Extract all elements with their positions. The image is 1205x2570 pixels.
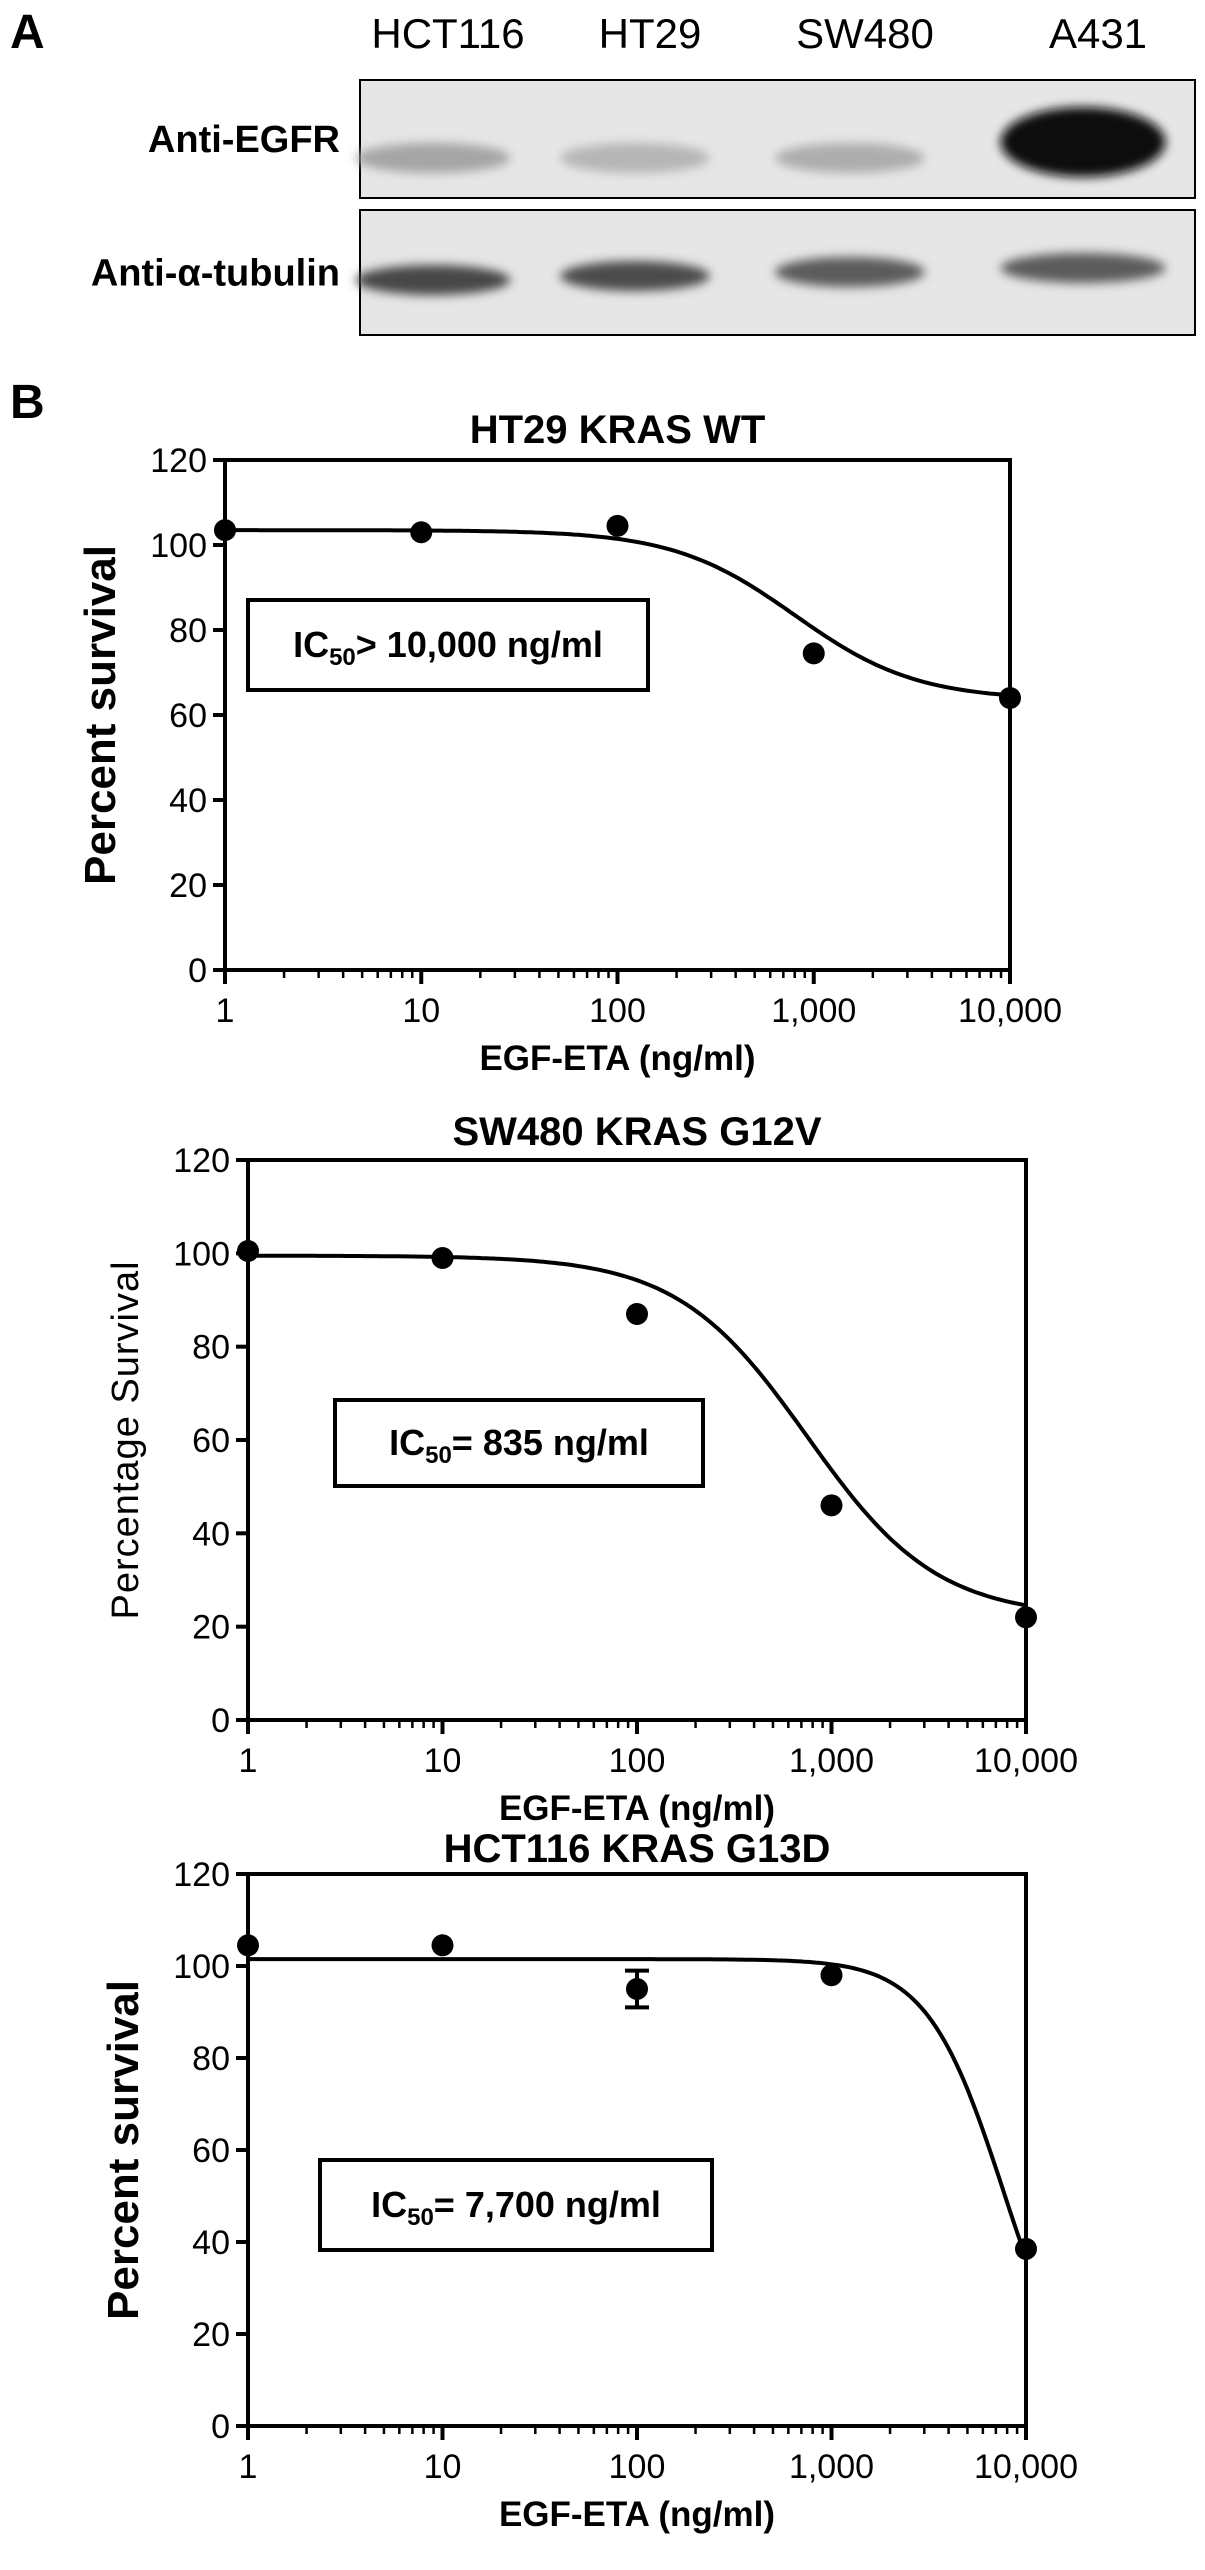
y-tick-label: 60 (192, 2132, 230, 2170)
annotation-text: IC50> 10,000 ng/ml (293, 624, 603, 671)
y-tick-label: 120 (173, 1142, 230, 1180)
x-tick-label: 10,000 (974, 2448, 1078, 2486)
western-blots: Anti-EGFR Anti-α-tubulin (91, 79, 1196, 336)
y-tick-label: 20 (192, 2316, 230, 2354)
y-tick-label: 80 (169, 612, 207, 650)
panel-a-letter: A (10, 6, 45, 59)
data-point (214, 519, 236, 542)
lane-label-ht29: HT29 (599, 10, 702, 57)
x-tick-label: 100 (589, 992, 646, 1030)
ic50-annotation: IC50= 835 ng/ml (333, 1398, 705, 1488)
chart-title: SW480 KRAS G12V (452, 1110, 821, 1154)
x-tick-label: 1,000 (771, 992, 856, 1030)
x-axis-label: EGF-ETA (ng/ml) (479, 1039, 755, 1078)
lane-label-sw480: SW480 (796, 10, 934, 57)
x-tick-label: 10,000 (974, 1742, 1078, 1780)
y-axis-label: Percentage Survival (105, 1260, 147, 1619)
x-tick-label: 10 (424, 2448, 462, 2486)
y-tick-label: 60 (192, 1422, 230, 1460)
blot-band (560, 261, 710, 291)
data-point (1015, 1606, 1037, 1629)
data-point (431, 1934, 454, 1957)
y-tick-label: 120 (173, 1856, 230, 1894)
blot-egfr: Anti-EGFR (148, 79, 1196, 199)
y-tick-label: 40 (169, 782, 207, 820)
annotation-box (333, 1398, 705, 1488)
data-point (802, 642, 825, 665)
x-axis-label: EGF-ETA (ng/ml) (499, 2495, 775, 2534)
plot-frame (246, 1872, 1028, 2428)
y-tick-label: 40 (192, 1515, 230, 1553)
data-point (999, 687, 1021, 709)
annotation-text: IC50= 7,700 ng/ml (371, 2184, 661, 2231)
x-tick-label: 1,000 (789, 2448, 874, 2486)
x-axis-label: EGF-ETA (ng/ml) (499, 1789, 775, 1828)
annotation-box (318, 2158, 714, 2252)
data-point (410, 521, 433, 544)
data-point (237, 1240, 259, 1262)
x-tick-label: 1 (216, 992, 235, 1030)
blot-band (355, 143, 511, 173)
data-point (431, 1247, 454, 1269)
x-tick-label: 10,000 (958, 992, 1062, 1030)
annotation-box (246, 598, 650, 692)
y-tick-label: 100 (150, 527, 207, 565)
ic50-annotation: IC50> 10,000 ng/ml (246, 598, 650, 692)
x-tick-label: 1,000 (789, 1742, 874, 1780)
fit-curve (225, 528, 1011, 698)
blot-band (355, 265, 511, 295)
data-point (626, 1978, 648, 2000)
y-tick-label: 60 (169, 697, 207, 735)
chart-title: HT29 KRAS WT (470, 408, 766, 452)
y-tick-label: 20 (192, 1609, 230, 1647)
y-tick-label: 0 (211, 1702, 230, 1740)
data-point (820, 1964, 843, 1987)
y-tick-label: 100 (173, 1948, 230, 1986)
blot-label: Anti-EGFR (148, 119, 340, 161)
data-point (237, 1934, 259, 1957)
y-tick-label: 80 (192, 2040, 230, 2078)
y-tick-label: 120 (150, 442, 207, 480)
fit-curve (248, 1253, 1027, 1608)
lane-label-hct116: HCT116 (371, 10, 524, 57)
y-tick-label: 0 (211, 2408, 230, 2446)
y-tick-label: 100 (173, 1235, 230, 1273)
y-tick-label: 80 (192, 1329, 230, 1367)
blot-band (1000, 253, 1166, 283)
data-point (606, 514, 629, 537)
x-tick-label: 1 (239, 2448, 258, 2486)
x-tick-label: 100 (609, 1742, 666, 1780)
blot-tubulin: Anti-α-tubulin (91, 209, 1196, 336)
y-tick-label: 20 (169, 867, 207, 905)
blot-band (775, 143, 925, 173)
y-axis-label: Percent survival (99, 1980, 148, 2320)
blot-band (775, 257, 925, 287)
lane-label-a431: A431 (1049, 10, 1147, 57)
y-axis-label: Percent survival (76, 545, 125, 885)
y-tick-label: 40 (192, 2224, 230, 2262)
panel-b-letter: B (10, 376, 45, 429)
annotation-text: IC50= 835 ng/ml (389, 1422, 649, 1469)
x-tick-label: 100 (609, 2448, 666, 2486)
data-point (1015, 2237, 1037, 2260)
fit-curve (248, 1957, 1028, 2259)
blot-band (560, 143, 710, 173)
data-point (820, 1494, 843, 1517)
data-point (626, 1303, 648, 1325)
blot-band (1000, 107, 1166, 177)
ic50-annotation: IC50= 7,700 ng/ml (318, 2158, 714, 2252)
x-tick-label: 10 (424, 1742, 462, 1780)
x-tick-label: 10 (402, 992, 440, 1030)
y-tick-label: 0 (188, 952, 207, 990)
chart-title: HCT116 KRAS G13D (444, 1827, 831, 1871)
x-tick-label: 1 (239, 1742, 258, 1780)
blot-label: Anti-α-tubulin (91, 253, 340, 295)
lane-labels: HCT116 HT29 SW480 A431 (371, 10, 1147, 57)
